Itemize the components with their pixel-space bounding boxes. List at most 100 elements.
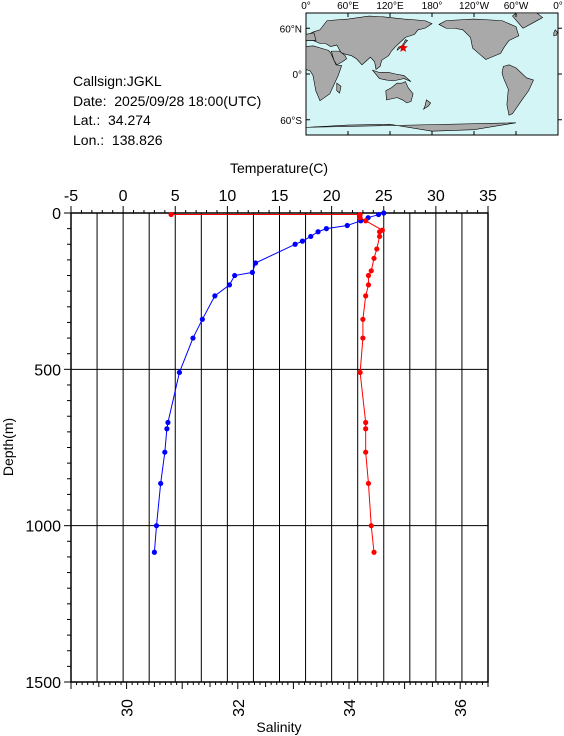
salinity-point [363, 426, 369, 432]
salinity-point [376, 229, 383, 235]
salinity-tick-label: 34 [342, 699, 359, 717]
temperature-point [249, 269, 255, 276]
plot-frame [70, 212, 489, 683]
map-eurasia [305, 15, 433, 70]
map-lon-label: 0° [301, 1, 311, 12]
depth-tick-label: 1000 [25, 519, 61, 536]
map-madagascar [336, 82, 342, 94]
temperature-tick-label: 35 [479, 188, 497, 205]
map-lon-label: 0° [553, 1, 563, 12]
depth-tick-label: 0 [52, 206, 61, 223]
date-text: Date: 2025/09/28 18:00(UTC) [73, 92, 262, 109]
salinity-tick-label: 30 [120, 699, 137, 717]
salinity-tick-label: 32 [231, 699, 248, 717]
temperature-tick-label: -5 [64, 188, 78, 205]
temperature-point [375, 211, 382, 218]
salinity-point [363, 218, 369, 224]
map-lat-label: 60°S [280, 116, 302, 127]
temperature-point [323, 226, 330, 232]
temperature-point [165, 419, 171, 426]
temperature-point [158, 480, 164, 487]
temperature-point [308, 233, 314, 240]
callsign-text: Callsign:JGKL [73, 73, 162, 89]
temperature-tick-label: 15 [271, 188, 289, 205]
map-lon-label: 60°E [337, 1, 359, 12]
map-australia [385, 81, 414, 104]
temperature-tick-label: 10 [218, 188, 236, 205]
map-labels: 0° 60°E 120°E 180° 120°W 60°W 0° 60°N 0° 60°S [280, 1, 563, 127]
temperature-axis-label: Temperature(C) [230, 160, 328, 176]
temperature-point [299, 238, 306, 244]
station-marker-star-icon [398, 42, 408, 52]
map-ticks [305, 13, 562, 135]
salinity-point [374, 246, 380, 252]
salinity-point [365, 282, 372, 288]
salinity-point [357, 211, 363, 218]
salinity-point [357, 215, 363, 221]
salinity-point [371, 549, 377, 555]
temperature-point [226, 282, 233, 288]
chart-grid [71, 213, 488, 682]
map-lat-label: 0° [292, 70, 302, 81]
temperature-point [199, 316, 205, 322]
chart-ticks [64, 206, 489, 689]
latitude-text: Lat.: 34.274 [73, 112, 151, 128]
salinity-point [371, 255, 377, 261]
temperature-tick-label: 0 [119, 188, 128, 205]
temperature-point [190, 335, 196, 341]
temperature-point [151, 549, 157, 555]
salinity-point [363, 293, 369, 299]
temperature-point [344, 222, 350, 229]
temperature-point [232, 272, 238, 279]
temperature-tick-label: 20 [323, 188, 341, 205]
map-indonesia [371, 69, 412, 82]
depth-axis-label: Depth(m) [0, 418, 16, 476]
temperature-point [381, 210, 387, 216]
temperature-tick-label: 30 [427, 188, 445, 205]
temperature-point [164, 426, 170, 432]
salinity-point [360, 316, 366, 322]
location-map: 0° 60°E 120°E 180° 120°W 60°W 0° 60°N 0° 60°S [280, 1, 563, 136]
map-europe-west [305, 32, 317, 41]
temperature-point [212, 293, 218, 299]
map-greenland [512, 12, 544, 29]
salinity-point [360, 335, 366, 341]
map-arabia [330, 50, 347, 66]
salinity-point [363, 449, 369, 455]
map-north-america [438, 18, 520, 60]
map-lat-label: 60°N [280, 24, 302, 35]
salinity-point [363, 419, 369, 426]
temperature-point [176, 369, 183, 376]
temperature-point [315, 229, 321, 235]
station-info: Callsign:JGKL Date: 2025/09/28 18:00(UTC… [73, 72, 261, 150]
temperature-point [252, 260, 259, 266]
temperature-point [358, 218, 364, 224]
map-lon-label: 60°W [504, 1, 529, 12]
depth-tick-label: 1500 [25, 675, 61, 692]
temperature-point [162, 449, 168, 455]
temperature-point [153, 523, 160, 529]
temperature-point [292, 241, 298, 247]
salinity-axis-label: Salinity [256, 719, 301, 735]
salinity-point [379, 227, 385, 233]
salinity-tick-label: 36 [453, 699, 470, 717]
depth-tick-label: 500 [34, 362, 61, 379]
map-new-zealand [422, 99, 432, 110]
salinity-point [376, 233, 383, 240]
salinity-point [357, 369, 363, 376]
salinity-point [168, 211, 174, 218]
temperature-tick-label: 5 [171, 188, 180, 205]
profile-series [151, 210, 387, 555]
salinity-point [368, 268, 374, 274]
longitude-text: Lon.: 138.826 [73, 131, 163, 148]
map-south-america [501, 64, 534, 116]
salinity-point [365, 480, 372, 487]
temperature-point [365, 215, 371, 221]
salinity-profile-line [171, 214, 384, 553]
salinity-point [368, 523, 374, 529]
map-africa [305, 45, 343, 102]
map-britain [553, 29, 558, 37]
map-lon-label: 120°W [459, 1, 490, 12]
map-lon-label: 120°E [376, 1, 404, 12]
